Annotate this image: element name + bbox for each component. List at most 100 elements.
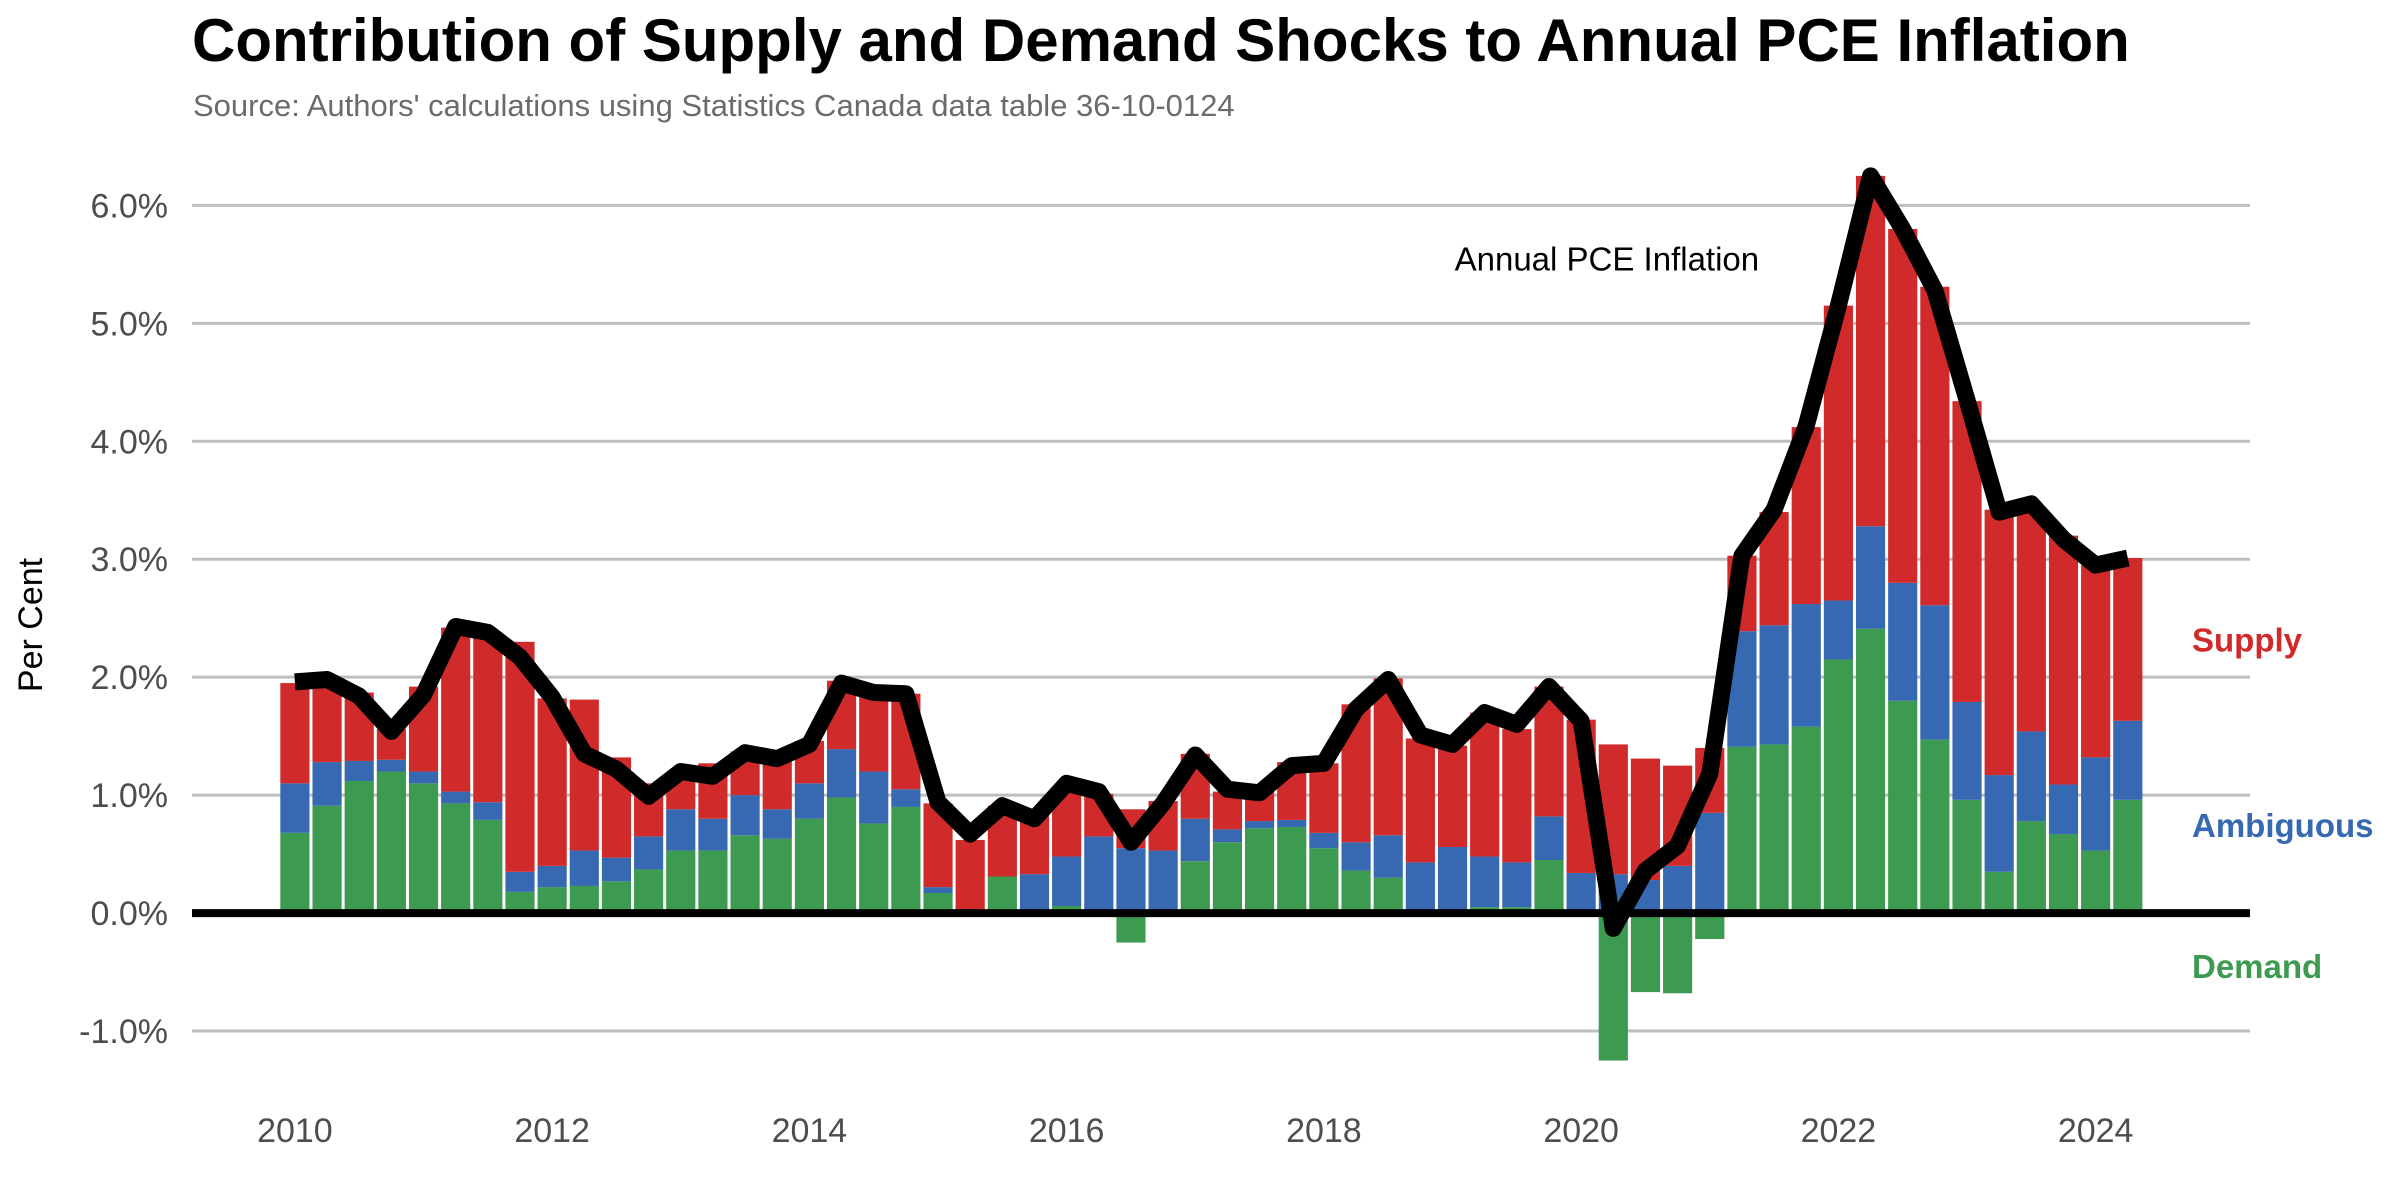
bar-demand [408, 783, 439, 914]
y-axis-title: Per Cent [12, 557, 50, 692]
bar-ambiguous [1277, 819, 1307, 827]
bar-supply [1984, 509, 2014, 776]
bar-supply [1437, 745, 1468, 848]
bar-demand [1888, 700, 1918, 914]
bar-demand [1984, 871, 2014, 914]
bar-ambiguous [408, 771, 439, 784]
bar-demand [891, 806, 921, 914]
bar-ambiguous [891, 789, 921, 807]
legend-demand: Demand [2192, 948, 2322, 985]
bar-ambiguous [1791, 604, 1821, 727]
bar-demand [987, 876, 1017, 914]
bar-supply [2081, 565, 2111, 758]
bar-ambiguous [1084, 836, 1114, 914]
stacked-bars [280, 175, 2143, 1061]
bar-ambiguous [826, 749, 857, 798]
bar-supply [280, 683, 310, 784]
bar-ambiguous [569, 850, 599, 886]
bar-ambiguous [280, 783, 310, 833]
bar-ambiguous [312, 762, 342, 806]
bar-ambiguous [1566, 872, 1596, 914]
bar-ambiguous [1663, 865, 1693, 914]
bar-ambiguous [1405, 862, 1435, 914]
bar-supply [2016, 509, 2046, 732]
bar-ambiguous [1952, 701, 1982, 800]
bar-demand [441, 803, 471, 914]
bar-demand [2113, 799, 2143, 914]
bar-demand [280, 832, 310, 914]
bar-demand [2048, 834, 2079, 914]
bar-demand [601, 881, 632, 914]
bar-ambiguous [1373, 835, 1403, 878]
bar-supply [1470, 712, 1500, 857]
bar-ambiguous [923, 887, 953, 894]
bar-demand [1952, 799, 1982, 914]
bar-ambiguous [1052, 856, 1082, 906]
bar-ambiguous [698, 818, 728, 851]
y-tick-label: -1.0% [79, 1013, 168, 1051]
bar-ambiguous [473, 802, 503, 820]
bar-ambiguous [2113, 720, 2143, 800]
y-tick-label: 1.0% [91, 777, 169, 815]
bar-ambiguous [1759, 625, 1789, 745]
bar-demand [1823, 659, 1853, 914]
bar-ambiguous [1116, 848, 1146, 914]
y-tick-label: 4.0% [91, 423, 169, 461]
bar-demand [1245, 828, 1275, 914]
bar-demand [859, 823, 889, 914]
x-tick-label: 2018 [1286, 1112, 1362, 1150]
bar-demand [537, 887, 567, 914]
bar-supply [1502, 729, 1532, 863]
bar-demand [762, 838, 792, 914]
bar-demand [1695, 913, 1725, 940]
bar-ambiguous [1309, 832, 1339, 849]
bar-demand [1630, 913, 1661, 993]
bar-supply [1309, 763, 1339, 833]
bar-ambiguous [1920, 605, 1950, 740]
bar-demand [1727, 746, 1757, 914]
bar-ambiguous [859, 771, 889, 824]
x-tick-label: 2022 [1801, 1112, 1877, 1150]
bar-ambiguous [537, 865, 567, 888]
bar-demand [826, 797, 857, 914]
bar-demand [376, 771, 406, 914]
bar-ambiguous [634, 836, 664, 870]
bar-ambiguous [505, 871, 535, 892]
bar-demand [505, 891, 535, 914]
bar-ambiguous [1855, 526, 1886, 629]
bar-ambiguous [344, 760, 374, 781]
bar-demand [1759, 744, 1789, 914]
legend-ambiguous: Ambiguous [2192, 807, 2373, 844]
bar-demand [634, 869, 664, 914]
bar-demand [1341, 870, 1371, 914]
bar-supply [859, 694, 889, 772]
line-annotation: Annual PCE Inflation [1455, 240, 1760, 277]
bar-demand [1855, 628, 1886, 914]
inflation-line [294, 167, 2130, 937]
bar-supply [955, 839, 985, 914]
chart-subtitle: Source: Authors' calculations using Stat… [193, 88, 1235, 123]
bar-supply [2048, 535, 2079, 785]
bar-ambiguous [1984, 775, 2014, 872]
bar-ambiguous [1534, 816, 1564, 860]
bar-ambiguous [1212, 829, 1243, 843]
y-tick-label: 2.0% [91, 659, 169, 697]
bar-demand [1791, 726, 1821, 914]
bar-ambiguous [441, 791, 471, 804]
bar-demand [1663, 913, 1693, 994]
bar-demand [698, 850, 728, 914]
bar-demand [312, 805, 342, 914]
x-tick-label: 2020 [1543, 1112, 1619, 1150]
legend: Supply Ambiguous Demand [2192, 621, 2373, 985]
bar-demand [569, 885, 599, 914]
bar-demand [1277, 826, 1307, 914]
x-tick-label: 2014 [772, 1112, 848, 1150]
bar-ambiguous [1148, 850, 1178, 914]
bar-ambiguous [666, 809, 696, 851]
bar-ambiguous [2016, 731, 2046, 822]
bar-supply [473, 634, 503, 803]
inflation-line-group [294, 167, 2130, 937]
bar-ambiguous [2081, 757, 2111, 851]
bar-demand [1180, 861, 1210, 914]
bar-ambiguous [601, 857, 632, 882]
